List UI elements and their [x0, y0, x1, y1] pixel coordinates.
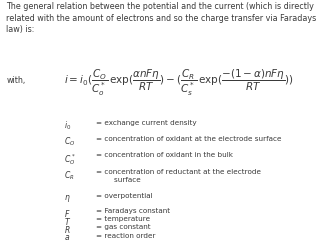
Text: $F$: $F$	[64, 208, 70, 219]
Text: $i = i_0(\dfrac{C_O}{C^*_o}\, \exp(\dfrac{\alpha nF\eta}{RT}) - (\dfrac{C_R}{C^*: $i = i_0(\dfrac{C_O}{C^*_o}\, \exp(\dfra…	[64, 68, 294, 98]
Text: = exchange current density: = exchange current density	[96, 120, 196, 126]
Text: $i_0$: $i_0$	[64, 120, 71, 132]
Text: with,: with,	[6, 76, 26, 85]
Text: $R$: $R$	[64, 224, 71, 235]
Text: = overpotential: = overpotential	[96, 193, 153, 199]
Text: $a$: $a$	[64, 233, 70, 240]
Text: $T$: $T$	[64, 216, 71, 227]
Text: $C_O$: $C_O$	[64, 136, 75, 148]
Text: = reaction order: = reaction order	[96, 233, 156, 239]
Text: = gas constant: = gas constant	[96, 224, 151, 230]
Text: = concentration of reductant at the electrode
        surface: = concentration of reductant at the elec…	[96, 169, 261, 183]
Text: = temperature: = temperature	[96, 216, 150, 222]
Text: $C_R$: $C_R$	[64, 169, 75, 182]
Text: The general relation between the potential and the current (which is directly
re: The general relation between the potenti…	[6, 2, 317, 34]
Text: = concentration of oxidant in the bulk: = concentration of oxidant in the bulk	[96, 152, 233, 158]
Text: = concentration of oxidant at the electrode surface: = concentration of oxidant at the electr…	[96, 136, 282, 142]
Text: $\eta$: $\eta$	[64, 193, 71, 204]
Text: $C_O^*$: $C_O^*$	[64, 152, 76, 167]
Text: = Faradays constant: = Faradays constant	[96, 208, 170, 214]
